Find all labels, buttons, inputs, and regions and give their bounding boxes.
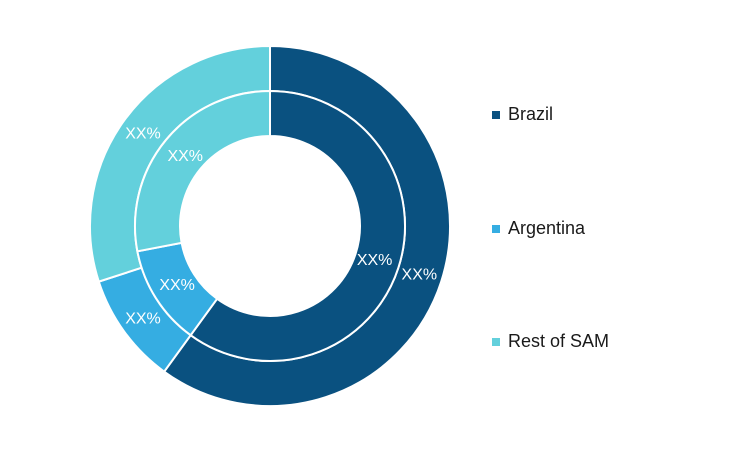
inner-slice-brazil xyxy=(189,89,406,362)
legend-swatch-brazil xyxy=(492,110,500,119)
inner-slice-rest-of-sam xyxy=(134,89,271,253)
legend-label-rest-of-sam: Rest of SAM xyxy=(508,331,610,351)
legend-label-argentina: Argentina xyxy=(508,218,586,238)
outer-label-argentina: XX% xyxy=(125,310,161,327)
outer-label-rest-of-sam: XX% xyxy=(125,126,161,143)
legend-item-argentina: Argentina xyxy=(492,218,585,239)
legend-swatch-argentina xyxy=(492,224,500,233)
legend-item-rest-of-sam: Rest of SAM xyxy=(492,331,609,352)
legend-label-brazil: Brazil xyxy=(508,104,554,124)
inner-label-argentina: XX% xyxy=(159,277,195,294)
inner-label-rest-of-sam: XX% xyxy=(167,148,203,165)
legend-item-brazil: Brazil xyxy=(492,104,553,125)
inner-label-brazil: XX% xyxy=(357,252,393,269)
outer-label-brazil: XX% xyxy=(402,267,438,284)
legend-swatch-rest-of-sam xyxy=(492,337,500,346)
